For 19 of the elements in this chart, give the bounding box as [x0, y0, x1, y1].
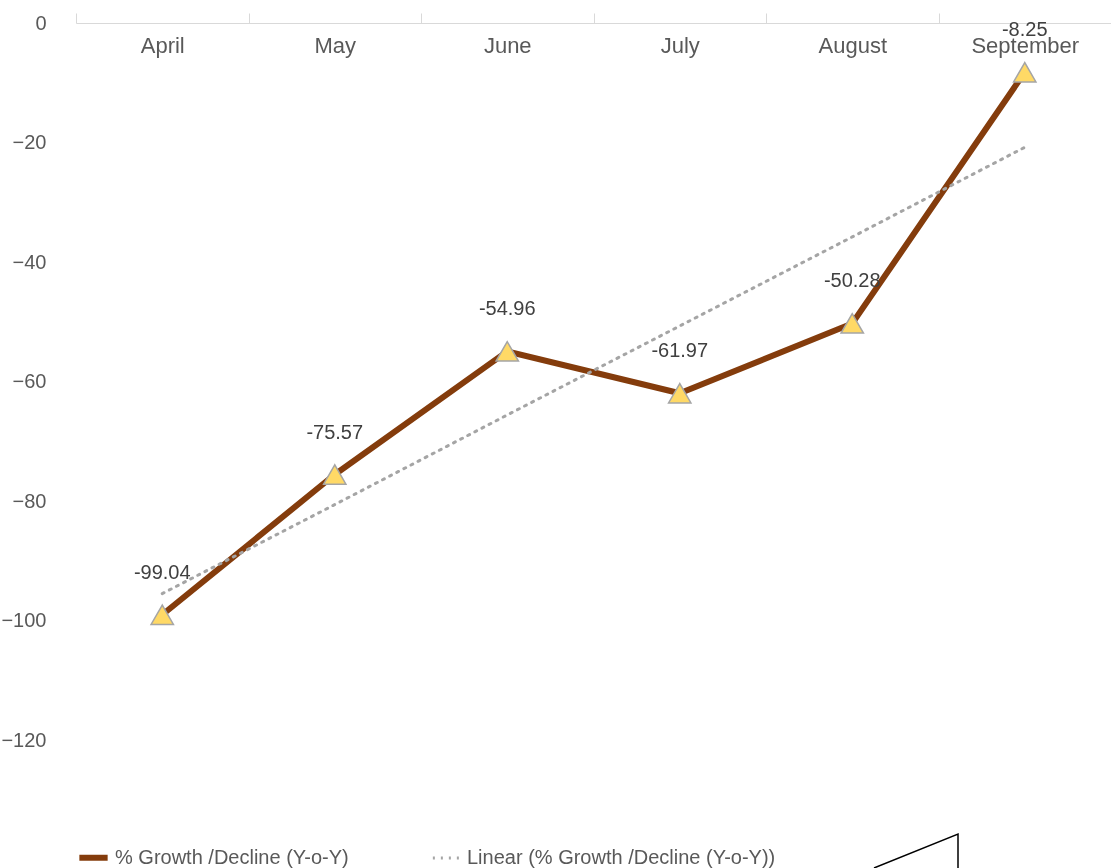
- y-tick-label: −20: [12, 131, 47, 153]
- data-label: -50.28: [823, 269, 881, 292]
- data-label: -61.97: [651, 339, 709, 362]
- data-label: -75.57: [306, 420, 364, 443]
- x-tick-label: June: [483, 32, 532, 58]
- legend-label: % Growth /Decline (Y-o-Y): [115, 845, 349, 868]
- y-tick-label: −60: [12, 370, 47, 392]
- x-tick-label: May: [314, 32, 357, 58]
- y-tick-label: −100: [1, 609, 47, 631]
- y-tick-label: −120: [1, 728, 47, 751]
- data-label: -54.96: [478, 297, 536, 320]
- legend-label: Linear (% Growth /Decline (Y-o-Y)): [467, 846, 776, 868]
- x-tick-label: July: [660, 32, 700, 58]
- data-label: -99.04: [133, 560, 191, 583]
- y-tick-label: 0: [35, 11, 47, 34]
- y-tick-label: −40: [12, 250, 47, 273]
- x-tick-label: April: [140, 32, 185, 58]
- x-tick-label: August: [818, 32, 887, 58]
- y-tick-label: −80: [12, 489, 47, 512]
